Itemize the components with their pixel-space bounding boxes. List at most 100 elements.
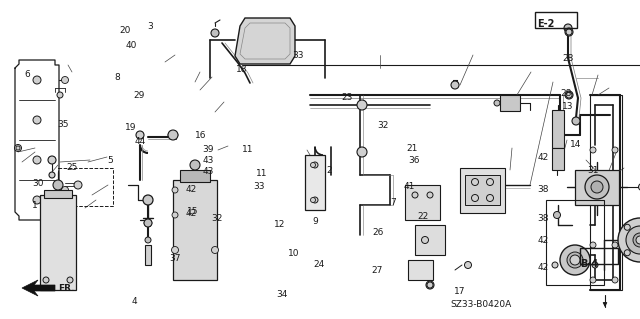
Circle shape: [172, 212, 178, 218]
Text: E-2: E-2: [538, 19, 555, 29]
Text: 34: 34: [276, 290, 288, 299]
Text: 19: 19: [125, 123, 137, 132]
Circle shape: [310, 162, 316, 167]
Text: 20: 20: [119, 26, 131, 34]
Text: B-4: B-4: [580, 259, 598, 269]
Bar: [180, 170, 210, 182]
Text: 42: 42: [538, 153, 549, 162]
Text: 25: 25: [67, 163, 78, 172]
Circle shape: [136, 131, 144, 139]
Text: 28: 28: [561, 89, 572, 98]
Text: 43: 43: [202, 156, 214, 165]
Text: 4: 4: [131, 297, 137, 306]
Text: 36: 36: [408, 156, 420, 165]
Bar: [590, 95, 622, 290]
Text: 3: 3: [147, 22, 153, 31]
Bar: [552, 110, 564, 148]
Circle shape: [565, 91, 573, 99]
Circle shape: [16, 146, 20, 150]
Bar: [305, 155, 325, 210]
Text: 18: 18: [236, 65, 247, 74]
Text: 7: 7: [390, 198, 396, 207]
Circle shape: [585, 175, 609, 199]
Bar: [405, 185, 440, 220]
Circle shape: [624, 224, 630, 230]
Circle shape: [626, 226, 640, 254]
Text: 35: 35: [58, 120, 69, 129]
Circle shape: [426, 281, 434, 289]
Circle shape: [612, 147, 618, 153]
Circle shape: [357, 147, 367, 157]
Circle shape: [144, 219, 152, 227]
Circle shape: [312, 197, 318, 203]
Text: 43: 43: [202, 167, 214, 176]
Circle shape: [465, 262, 472, 269]
Circle shape: [48, 156, 56, 164]
Text: 33: 33: [292, 51, 303, 60]
Circle shape: [15, 145, 22, 152]
Text: 13: 13: [562, 102, 573, 111]
Text: 26: 26: [372, 228, 384, 237]
Text: 28: 28: [562, 54, 573, 63]
Circle shape: [590, 192, 596, 198]
Text: 31: 31: [588, 166, 599, 175]
Text: 15: 15: [187, 207, 198, 216]
Circle shape: [590, 147, 596, 153]
Text: 42: 42: [186, 209, 197, 218]
Circle shape: [49, 172, 55, 178]
Text: SZ33-B0420A: SZ33-B0420A: [450, 300, 511, 309]
Circle shape: [618, 218, 640, 262]
Bar: [575, 170, 619, 205]
Circle shape: [33, 156, 41, 164]
Text: 33: 33: [253, 182, 264, 191]
Text: 32: 32: [378, 121, 389, 130]
Circle shape: [190, 160, 200, 170]
Bar: [145, 245, 151, 265]
Circle shape: [211, 247, 218, 254]
Circle shape: [639, 183, 640, 190]
Text: 2: 2: [326, 166, 332, 175]
Circle shape: [43, 277, 49, 283]
Text: 37: 37: [170, 254, 181, 263]
Text: 16: 16: [195, 131, 207, 140]
Bar: [546, 200, 604, 285]
Bar: [415, 225, 445, 255]
Circle shape: [494, 100, 500, 106]
Circle shape: [612, 192, 618, 198]
Text: 29: 29: [133, 91, 145, 100]
Circle shape: [486, 179, 493, 186]
Text: 41: 41: [403, 182, 415, 191]
Text: 8: 8: [114, 73, 120, 82]
Circle shape: [590, 277, 596, 283]
Polygon shape: [22, 280, 55, 296]
Circle shape: [211, 29, 219, 37]
Text: 38: 38: [538, 214, 549, 223]
Bar: [40, 195, 76, 290]
Text: 44: 44: [134, 137, 146, 146]
Circle shape: [427, 192, 433, 198]
Circle shape: [427, 282, 433, 288]
Text: 10: 10: [288, 249, 300, 258]
Text: FR.: FR.: [58, 284, 74, 293]
Text: 11: 11: [242, 145, 253, 154]
Circle shape: [472, 195, 479, 202]
Bar: [500, 95, 520, 111]
Circle shape: [61, 77, 68, 84]
Text: 21: 21: [406, 144, 418, 153]
Circle shape: [67, 277, 73, 283]
Circle shape: [624, 250, 630, 256]
Text: 9: 9: [312, 217, 318, 226]
Circle shape: [172, 247, 179, 254]
Circle shape: [412, 192, 418, 198]
Text: 22: 22: [417, 212, 429, 221]
Bar: [408, 260, 433, 280]
Circle shape: [168, 130, 178, 140]
Circle shape: [57, 92, 63, 98]
Circle shape: [565, 28, 573, 36]
Circle shape: [33, 196, 41, 204]
Polygon shape: [235, 18, 295, 64]
Circle shape: [472, 179, 479, 186]
Circle shape: [145, 237, 151, 243]
Bar: [44, 190, 72, 198]
Text: 23: 23: [342, 93, 353, 101]
